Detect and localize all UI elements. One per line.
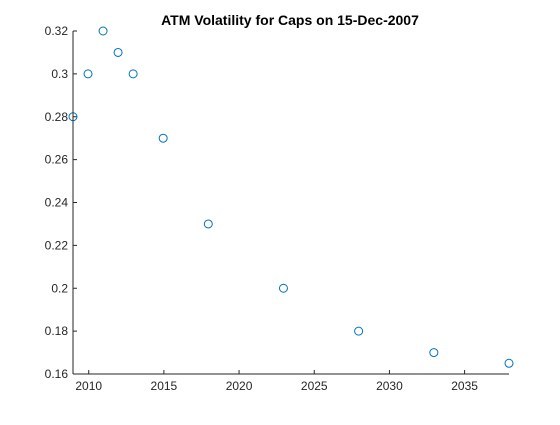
- data-point: [354, 326, 364, 336]
- x-tick-label: 2025: [301, 379, 328, 393]
- y-tick-label: 0.24: [45, 196, 69, 210]
- data-point: [429, 348, 439, 358]
- y-tick-label: 0.26: [45, 153, 69, 167]
- chart-title: ATM Volatility for Caps on 15-Dec-2007: [161, 12, 419, 28]
- data-point: [203, 219, 213, 229]
- y-tick-label: 0.22: [45, 238, 69, 252]
- data-point: [504, 358, 514, 368]
- y-tick-label: 0.28: [45, 110, 69, 124]
- data-point: [128, 69, 138, 79]
- y-tick-label: 0.3: [51, 67, 68, 81]
- x-tick-label: 2010: [75, 379, 102, 393]
- y-axis-ticks: 0.16 0.18 0.2 0.22 0.24 0.26 0.28 0.3 0.32: [45, 24, 77, 381]
- x-axis-ticks: 2010 2015 2020 2025 2030 2035: [75, 370, 478, 393]
- data-point: [83, 69, 93, 79]
- plot-area: [73, 31, 509, 374]
- x-tick-label: 2030: [376, 379, 403, 393]
- data-point: [98, 26, 108, 36]
- x-tick-label: 2015: [151, 379, 178, 393]
- data-point: [113, 47, 123, 57]
- data-point: [278, 283, 288, 293]
- data-point: [158, 133, 168, 143]
- x-tick-label: 2035: [451, 379, 478, 393]
- y-tick-label: 0.16: [45, 367, 69, 381]
- y-tick-label: 0.2: [51, 281, 68, 295]
- y-tick-label: 0.18: [45, 324, 69, 338]
- y-tick-label: 0.32: [45, 24, 69, 38]
- x-tick-label: 2020: [226, 379, 253, 393]
